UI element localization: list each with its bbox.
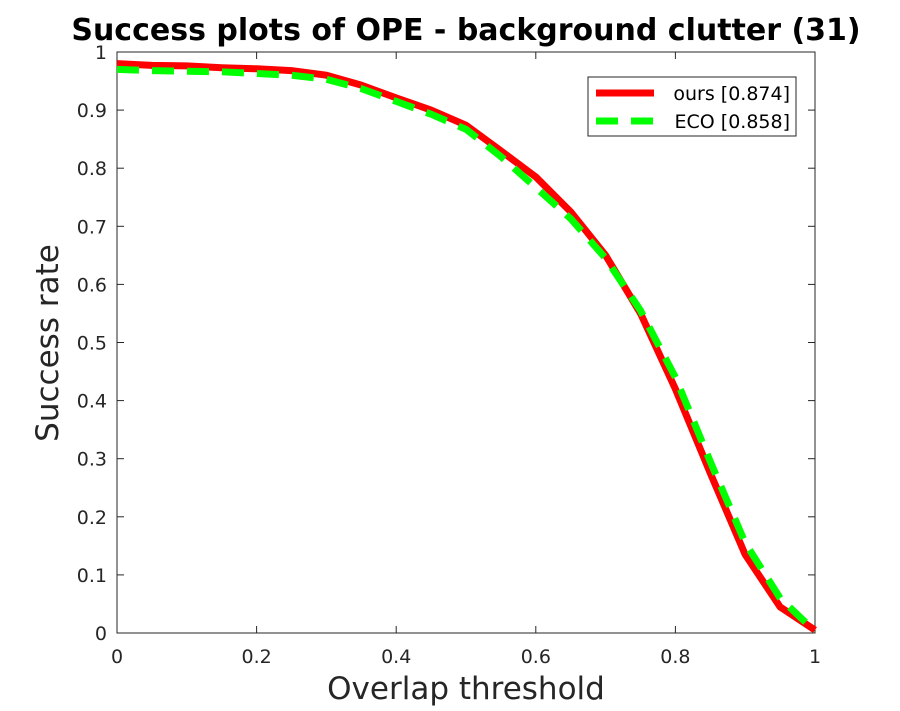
y-tick-label: 0.6 — [77, 274, 107, 296]
series-line-1 — [116, 65, 818, 634]
series-line-0 — [116, 60, 817, 634]
x-tick-label: 0.6 — [521, 646, 551, 668]
y-tick-label: 1 — [95, 42, 107, 64]
plot-area: 0 0.2 0.4 0.6 0.8 1 0 0.1 0.2 0.3 0.4 0.5 0.6 0.7 0.8 0… — [77, 42, 821, 668]
chart-title: Success plots of OPE - background clutte… — [71, 13, 860, 48]
y-tick-label: 0.3 — [77, 449, 107, 471]
y-tick-label: 0.7 — [77, 216, 107, 238]
y-tick-label: 0.1 — [77, 565, 107, 587]
x-tick-label: 0.4 — [381, 646, 411, 668]
x-tick-label: 0 — [111, 646, 123, 668]
y-tick-label: 0.4 — [77, 391, 107, 413]
y-tick-label: 0.9 — [77, 100, 107, 122]
legend-label-0: ours [0.874] — [673, 83, 790, 105]
x-axis-label: Overlap threshold — [327, 671, 605, 707]
y-tick-label: 0 — [95, 623, 107, 645]
x-tick-label: 0.2 — [241, 646, 271, 668]
legend-label-1: ECO [0.858] — [675, 111, 790, 133]
y-tick-label: 0.2 — [77, 507, 107, 529]
x-tick-label: 0.8 — [660, 646, 690, 668]
y-axis-label: Success rate — [30, 244, 66, 442]
y-tick-label: 0.8 — [77, 158, 107, 180]
legend-box — [587, 76, 797, 137]
y-tick-label: 0.5 — [77, 333, 107, 355]
x-tick-label: 1 — [809, 646, 821, 668]
axes-box — [116, 51, 816, 634]
